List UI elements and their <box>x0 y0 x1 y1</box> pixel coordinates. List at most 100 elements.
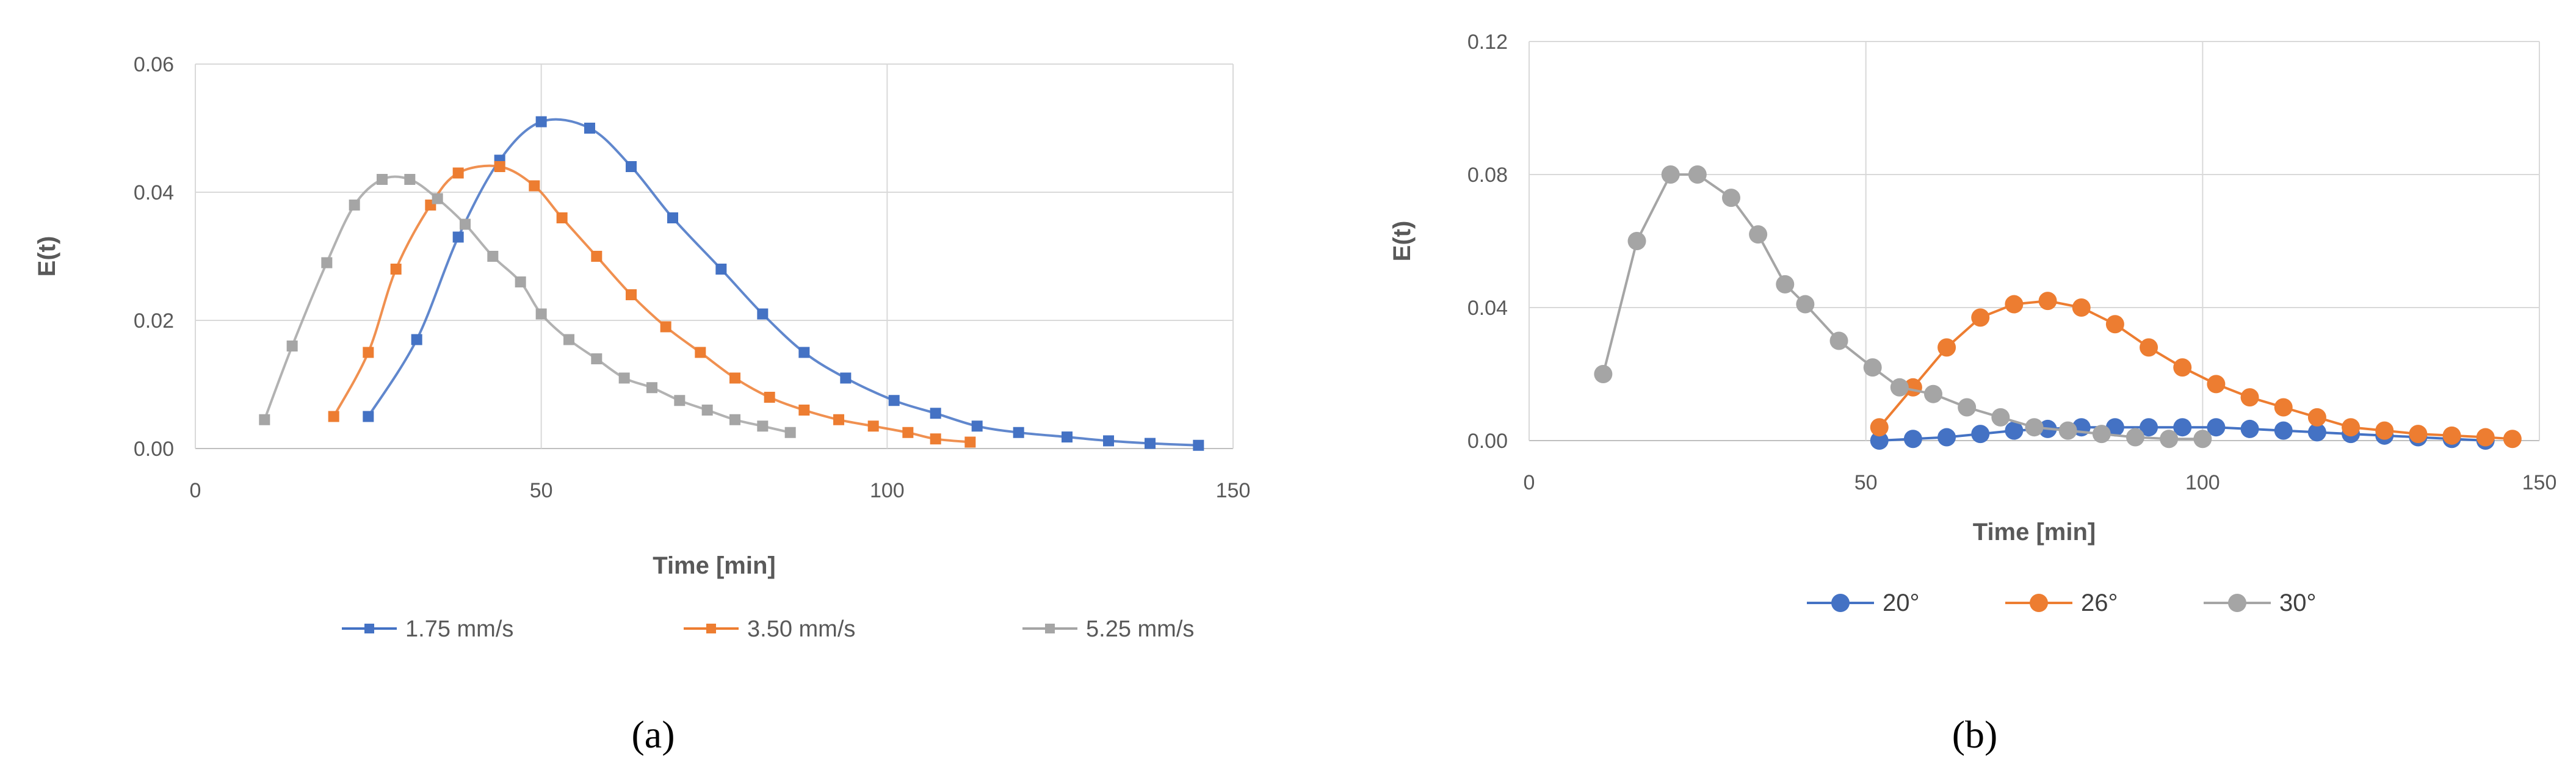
data-point <box>556 212 568 223</box>
data-point <box>667 212 678 223</box>
y-tick-label: 0.00 <box>1467 430 1508 453</box>
data-point <box>757 308 769 320</box>
x-tick-label: 50 <box>1854 471 1878 494</box>
data-point <box>626 161 637 172</box>
data-point <box>1062 431 1073 443</box>
data-point <box>1829 331 1848 350</box>
legend-label: 20° <box>1883 589 1920 616</box>
x-tick-label: 0 <box>190 479 201 502</box>
x-axis-title: Time [min] <box>653 552 776 579</box>
data-point <box>487 251 499 262</box>
legend-label: 1.75 mm/s <box>405 616 513 642</box>
series-0 <box>1870 418 2495 450</box>
data-point <box>349 200 360 211</box>
data-point <box>1013 427 1024 438</box>
series-1 <box>328 161 976 448</box>
data-point <box>701 405 713 416</box>
series-1 <box>1870 292 2522 449</box>
series-0 <box>363 116 1204 451</box>
legend-swatch-marker <box>1045 624 1055 633</box>
data-point <box>286 341 298 351</box>
data-point <box>2240 419 2259 438</box>
data-point <box>1937 428 1956 447</box>
data-point <box>1594 365 1613 383</box>
data-point <box>1796 295 1815 314</box>
data-point <box>1627 232 1646 250</box>
data-point <box>2503 430 2522 449</box>
data-point <box>2092 425 2111 444</box>
data-point <box>460 218 471 230</box>
legend-entry: 5.25 mm/s <box>1022 616 1194 642</box>
data-point <box>646 382 657 394</box>
legend-entry: 3.50 mm/s <box>684 616 855 642</box>
data-point <box>321 257 333 269</box>
data-point <box>2126 428 2144 447</box>
legend-swatch-marker <box>1831 594 1850 612</box>
y-tick-label: 0.12 <box>1467 31 1508 54</box>
data-point <box>2193 430 2212 449</box>
data-point <box>715 264 727 275</box>
data-point <box>377 174 388 185</box>
data-point <box>1903 430 1922 449</box>
data-point <box>833 414 844 425</box>
data-point <box>1890 378 1909 397</box>
x-tick-label: 100 <box>870 479 905 502</box>
series-line <box>263 175 792 434</box>
data-point <box>432 193 443 204</box>
data-point <box>2072 298 2091 317</box>
data-point <box>328 411 339 422</box>
series-2 <box>1594 165 2212 449</box>
data-point <box>452 167 464 179</box>
data-point <box>1937 338 1956 357</box>
data-point <box>2307 423 2326 442</box>
data-point <box>515 276 526 287</box>
data-point <box>2207 418 2226 437</box>
data-point <box>2476 428 2495 447</box>
data-point <box>529 180 540 192</box>
data-point <box>930 408 941 419</box>
legend-entry: 26° <box>2005 589 2118 616</box>
data-point <box>1958 398 1977 417</box>
data-point <box>618 372 630 384</box>
legend-label: 26° <box>2081 589 2118 616</box>
data-point <box>390 264 402 275</box>
data-point <box>1863 358 1882 377</box>
data-point <box>563 334 574 345</box>
data-point <box>2173 358 2192 377</box>
y-tick-label: 0.02 <box>134 309 174 333</box>
data-point <box>1103 435 1114 447</box>
y-tick-label: 0.06 <box>134 53 174 76</box>
data-point <box>2140 338 2158 357</box>
y-axis-title: E(t) <box>34 236 60 277</box>
gridlines <box>1529 41 2540 441</box>
data-point <box>584 123 595 134</box>
data-point <box>535 116 547 128</box>
data-point <box>2105 315 2124 334</box>
data-point <box>363 411 374 422</box>
legend-label: 3.50 mm/s <box>747 616 855 642</box>
data-point <box>1193 439 1204 451</box>
data-point <box>591 353 602 364</box>
data-point <box>867 420 879 432</box>
data-point <box>2442 426 2461 445</box>
chart-b: 0.00 0.04 0.08 0.12 0 50 100 150 E(t) Time [min] 2… <box>1389 31 2556 756</box>
data-point <box>2342 418 2361 437</box>
x-tick-label: 100 <box>2185 471 2220 494</box>
data-point <box>798 347 810 358</box>
y-tick-label: 0.04 <box>1467 297 1508 320</box>
legend-entry: 30° <box>2204 589 2317 616</box>
x-tick-label: 0 <box>1524 471 1535 494</box>
data-point <box>1971 308 1990 327</box>
data-point <box>1776 275 1795 294</box>
legend-swatch-marker <box>706 624 716 633</box>
data-point <box>2160 430 2179 449</box>
data-point <box>452 231 464 243</box>
data-point <box>2274 421 2293 440</box>
data-point <box>2409 425 2428 444</box>
legend-label: 30° <box>2279 589 2317 616</box>
data-point <box>1924 384 1942 403</box>
x-tick-label: 50 <box>530 479 553 502</box>
data-point <box>784 427 796 438</box>
data-point <box>888 395 900 406</box>
series-2 <box>259 174 796 438</box>
